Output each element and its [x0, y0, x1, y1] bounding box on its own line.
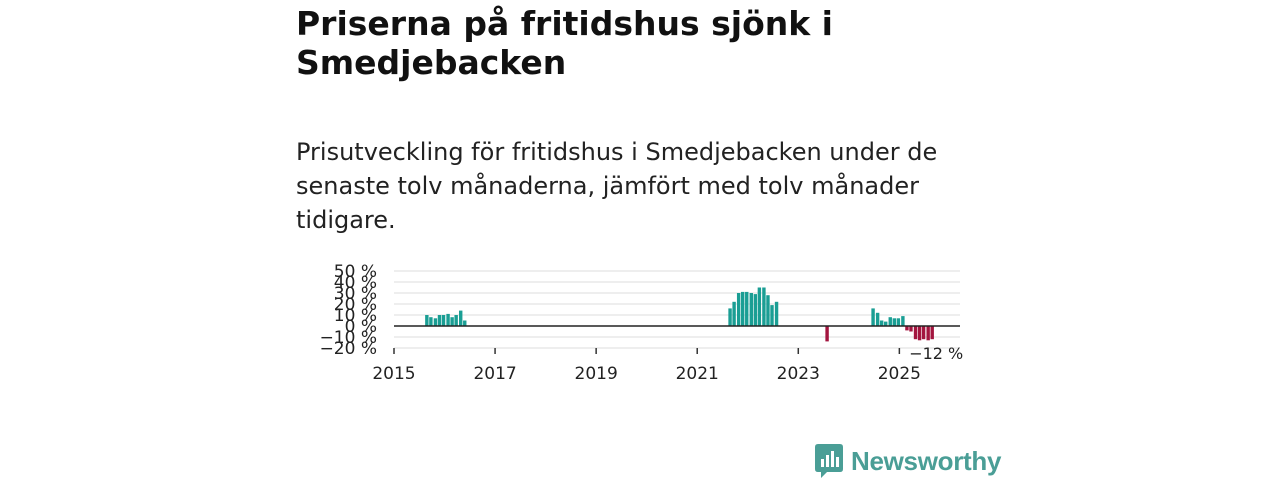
x-tick-label: 2023: [777, 364, 820, 384]
x-tick-label: 2025: [878, 364, 921, 384]
y-tick-label: 40 %: [334, 273, 377, 293]
bar: [905, 326, 909, 331]
bar: [425, 315, 429, 326]
bar: [732, 301, 736, 326]
bar: [433, 318, 438, 326]
bar: [736, 293, 741, 326]
bar: [762, 287, 766, 326]
y-tick-label: 20 %: [334, 295, 377, 315]
bar: [728, 308, 732, 326]
y-tick-label: 0 %: [345, 317, 377, 337]
bar: [749, 293, 753, 326]
bar: [740, 291, 745, 326]
newsworthy-logo: Newsworthy: [815, 444, 1001, 478]
newsworthy-logo-text: Newsworthy: [851, 445, 1002, 476]
bar: [930, 326, 934, 340]
bar: [871, 308, 875, 326]
bar: [441, 315, 446, 326]
bar: [463, 320, 467, 326]
bar: [770, 305, 774, 326]
bar: [901, 316, 905, 326]
y-tick-label: −10 %: [320, 328, 377, 348]
x-tick-label: 2019: [575, 364, 618, 384]
bar: [459, 310, 463, 326]
bar: [909, 326, 913, 332]
newsworthy-logo-icon: [815, 444, 843, 478]
y-tick-label: 10 %: [334, 306, 377, 326]
bar: [450, 317, 454, 326]
bar: [884, 321, 888, 326]
bar: [913, 326, 918, 340]
bar: [446, 313, 450, 326]
last-value-annotation: −12 %: [909, 344, 963, 363]
bar: [766, 295, 770, 326]
bar: [892, 318, 897, 326]
x-tick-label: 2017: [473, 364, 516, 384]
bar: [875, 312, 880, 326]
bar: [926, 326, 930, 341]
bar: [888, 317, 892, 326]
bar: [429, 317, 433, 326]
bar: [921, 326, 926, 340]
bar: [753, 294, 758, 326]
bar: [917, 326, 922, 341]
bar: [745, 291, 749, 326]
bar: [437, 315, 442, 326]
y-tick-label: 50 %: [334, 262, 377, 282]
bar: [757, 287, 762, 326]
bar: [879, 320, 884, 326]
bar: [774, 301, 779, 326]
bar: [896, 318, 901, 326]
x-tick-label: 2015: [372, 364, 415, 384]
bar-chart: 50 %40 %30 %20 %10 %0 %−10 %−20 % 2015 201…: [320, 262, 964, 384]
y-tick-label: 30 %: [334, 284, 377, 304]
page-title: Priserna på fritidshus sjönk i Smedjebac…: [296, 4, 833, 82]
bar: [454, 315, 458, 326]
chart-subtitle: Prisutveckling för fritidshus i Smedjeba…: [296, 138, 938, 234]
bar: [825, 326, 829, 342]
y-tick-label: −20 %: [320, 339, 377, 359]
x-tick-label: 2021: [676, 364, 719, 384]
